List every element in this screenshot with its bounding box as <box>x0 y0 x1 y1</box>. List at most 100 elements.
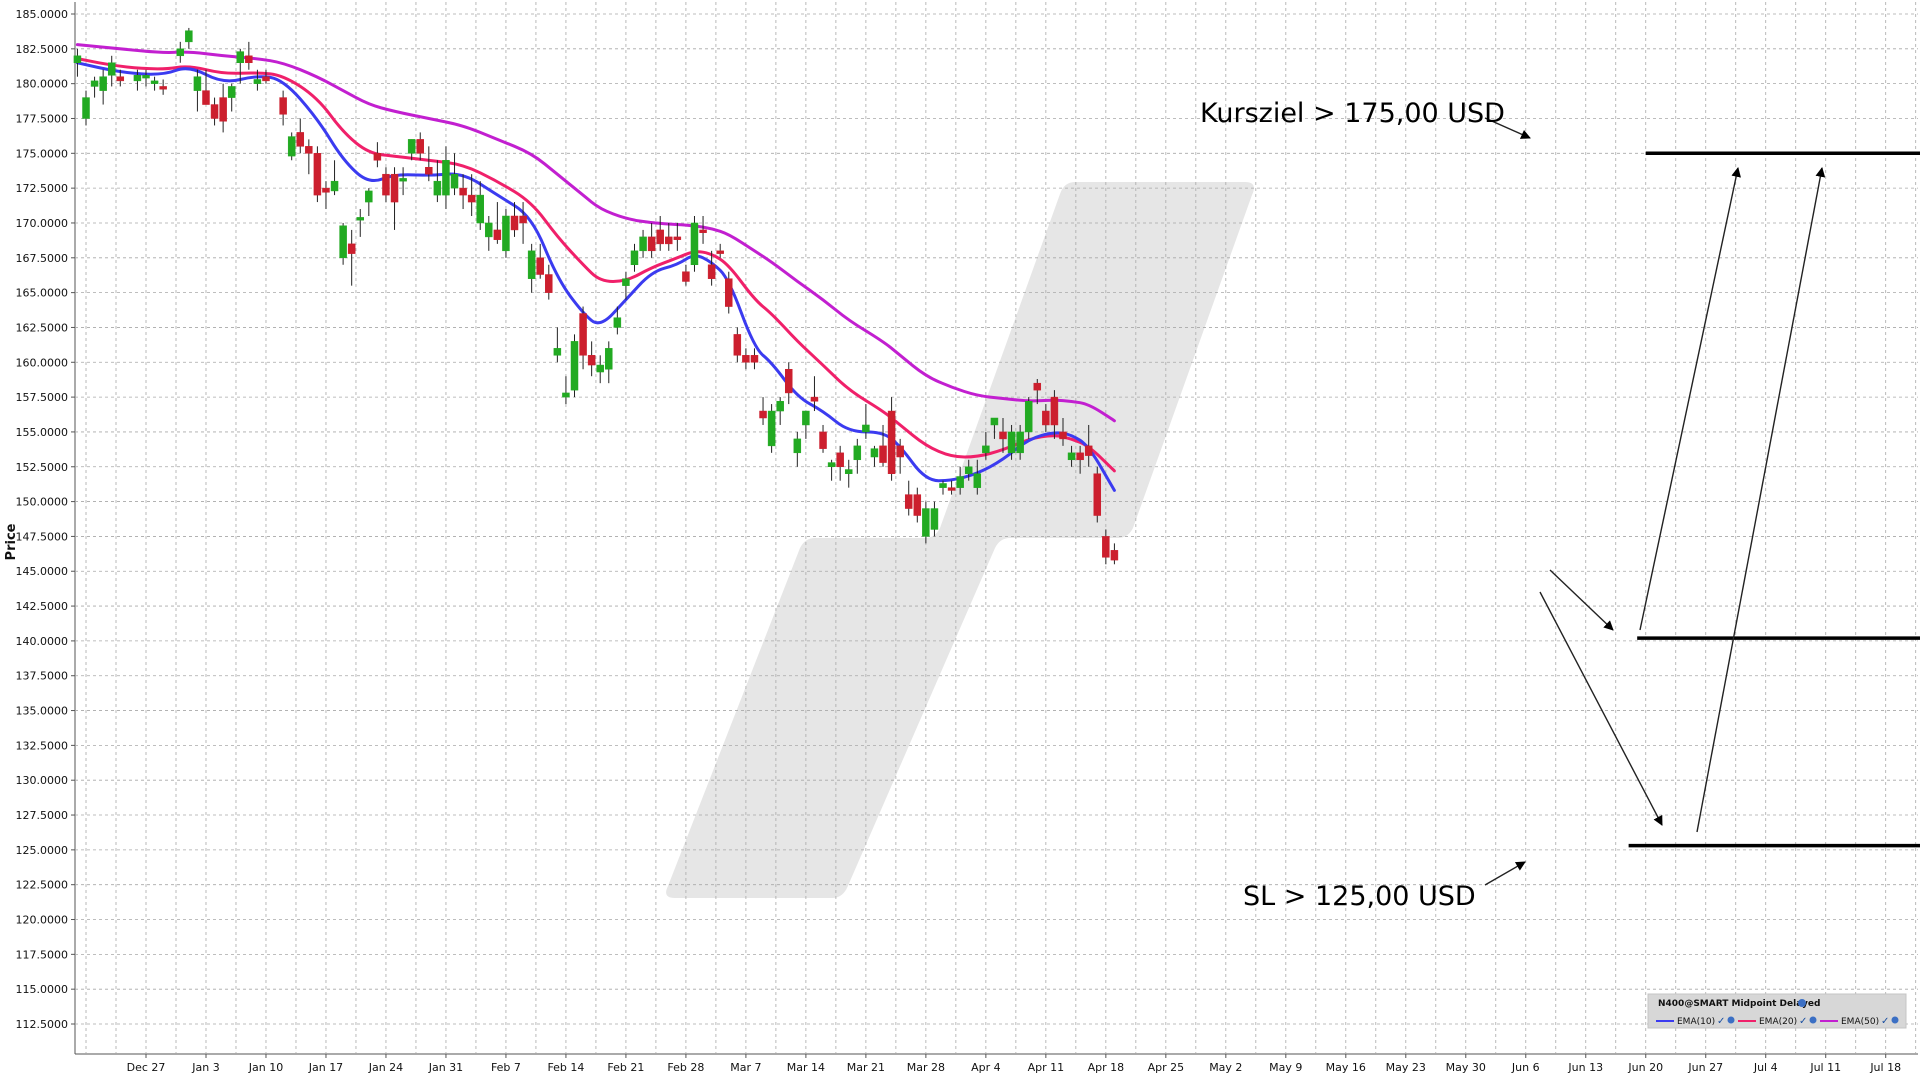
y-tick-label: 140.0000 <box>16 635 69 648</box>
candle <box>442 146 450 210</box>
target-annotation: Kursziel > 175,00 USD <box>1200 98 1505 129</box>
x-axis: Dec 27 Jan 3 Jan 10 Jan 17 Jan 24 Jan 31 Feb 7… <box>127 1054 1901 1074</box>
candle <box>407 139 416 161</box>
candle <box>502 209 510 258</box>
candlestick-series <box>73 27 1119 565</box>
candle <box>630 243 639 272</box>
y-tick-label: 165.0000 <box>16 287 69 300</box>
candle <box>73 48 82 77</box>
candle <box>245 41 253 70</box>
candle <box>193 69 202 112</box>
candle-body <box>947 487 956 491</box>
candle-body <box>459 187 467 196</box>
candle <box>322 181 330 210</box>
x-tick-label: May 16 <box>1326 1061 1366 1074</box>
candle-body <box>382 173 390 196</box>
candle-body <box>176 48 185 57</box>
ema-lines <box>75 43 1116 492</box>
candle <box>236 48 245 84</box>
candle-body <box>476 194 484 224</box>
legend-check-ema10-icon[interactable]: ✓ <box>1717 1016 1725 1027</box>
candle <box>90 76 99 98</box>
candle-body <box>1093 473 1102 516</box>
x-tick-label: Feb 28 <box>667 1061 704 1074</box>
candle <box>390 167 399 230</box>
candle <box>759 397 767 425</box>
candle-body <box>836 452 844 468</box>
candle <box>476 181 484 230</box>
candle <box>142 69 150 87</box>
y-axis-title: Price <box>4 523 19 560</box>
y-tick-label: 112.5000 <box>16 1018 69 1031</box>
candle-body <box>442 160 450 196</box>
candle <box>922 501 930 544</box>
candle-body <box>116 76 125 82</box>
y-tick-label: 115.0000 <box>16 983 69 996</box>
candle-body <box>844 469 853 474</box>
candle-body <box>407 139 416 154</box>
x-tick-label: Jan 31 <box>428 1061 463 1074</box>
candle-body <box>759 410 767 419</box>
y-tick-label: 117.5000 <box>16 948 69 961</box>
candle-body <box>236 51 245 64</box>
info-icon[interactable] <box>1798 999 1806 1007</box>
candle <box>1067 445 1076 467</box>
y-tick-label: 150.0000 <box>16 496 69 509</box>
candle <box>373 142 382 168</box>
candle <box>999 418 1007 453</box>
y-tick-label: 152.5000 <box>16 461 69 474</box>
candle <box>150 76 159 91</box>
x-tick-label: Mar 21 <box>847 1061 885 1074</box>
candle-body <box>450 173 459 189</box>
candle-body <box>896 445 904 458</box>
candle-body <box>930 508 939 530</box>
candle-body <box>330 180 339 192</box>
candle-body <box>287 136 296 157</box>
candle <box>107 55 116 87</box>
candle-body <box>150 80 159 84</box>
legend-check-ema20-icon[interactable]: ✓ <box>1799 1016 1807 1027</box>
candle <box>399 167 407 196</box>
x-tick-label: Feb 7 <box>491 1061 521 1074</box>
candle <box>716 243 724 258</box>
candle <box>562 376 570 405</box>
x-tick-label: Apr 25 <box>1148 1061 1185 1074</box>
candle <box>365 188 373 216</box>
candle-body <box>716 250 724 254</box>
candle <box>622 271 630 300</box>
candle-body <box>485 222 493 238</box>
candle-body <box>1067 452 1076 461</box>
candle <box>262 69 270 84</box>
candle <box>433 160 442 203</box>
candle-body <box>819 431 827 449</box>
legend-check-ema50-icon[interactable]: ✓ <box>1881 1016 1889 1027</box>
candle <box>1007 424 1016 460</box>
candle <box>287 132 296 161</box>
candle-body <box>596 364 604 373</box>
x-tick-label: May 23 <box>1386 1061 1426 1074</box>
legend-settings-ema50-icon[interactable] <box>1891 1016 1899 1024</box>
candle-body <box>142 75 150 79</box>
projection-arrow <box>1484 117 1531 139</box>
candle-body <box>853 445 862 461</box>
candle <box>1102 529 1110 565</box>
candle-body <box>1024 401 1033 433</box>
candle-body <box>793 438 802 454</box>
y-tick-label: 122.5000 <box>16 879 69 892</box>
legend-settings-ema10-icon[interactable] <box>1727 1016 1735 1024</box>
candle-body <box>425 166 433 175</box>
candle-body <box>1076 452 1084 461</box>
candle <box>545 264 553 300</box>
candle <box>665 222 673 251</box>
x-tick-label: Jan 3 <box>191 1061 219 1074</box>
legend-settings-ema20-icon[interactable] <box>1809 1016 1817 1024</box>
candle-body <box>613 317 622 328</box>
candle-body <box>313 153 322 196</box>
x-tick-label: Mar 7 <box>730 1061 761 1074</box>
y-tick-label: 160.0000 <box>16 356 69 369</box>
candle-body <box>776 401 784 412</box>
x-tick-label: Jul 11 <box>1809 1061 1841 1074</box>
candle-body <box>922 508 930 537</box>
candle <box>725 271 733 314</box>
